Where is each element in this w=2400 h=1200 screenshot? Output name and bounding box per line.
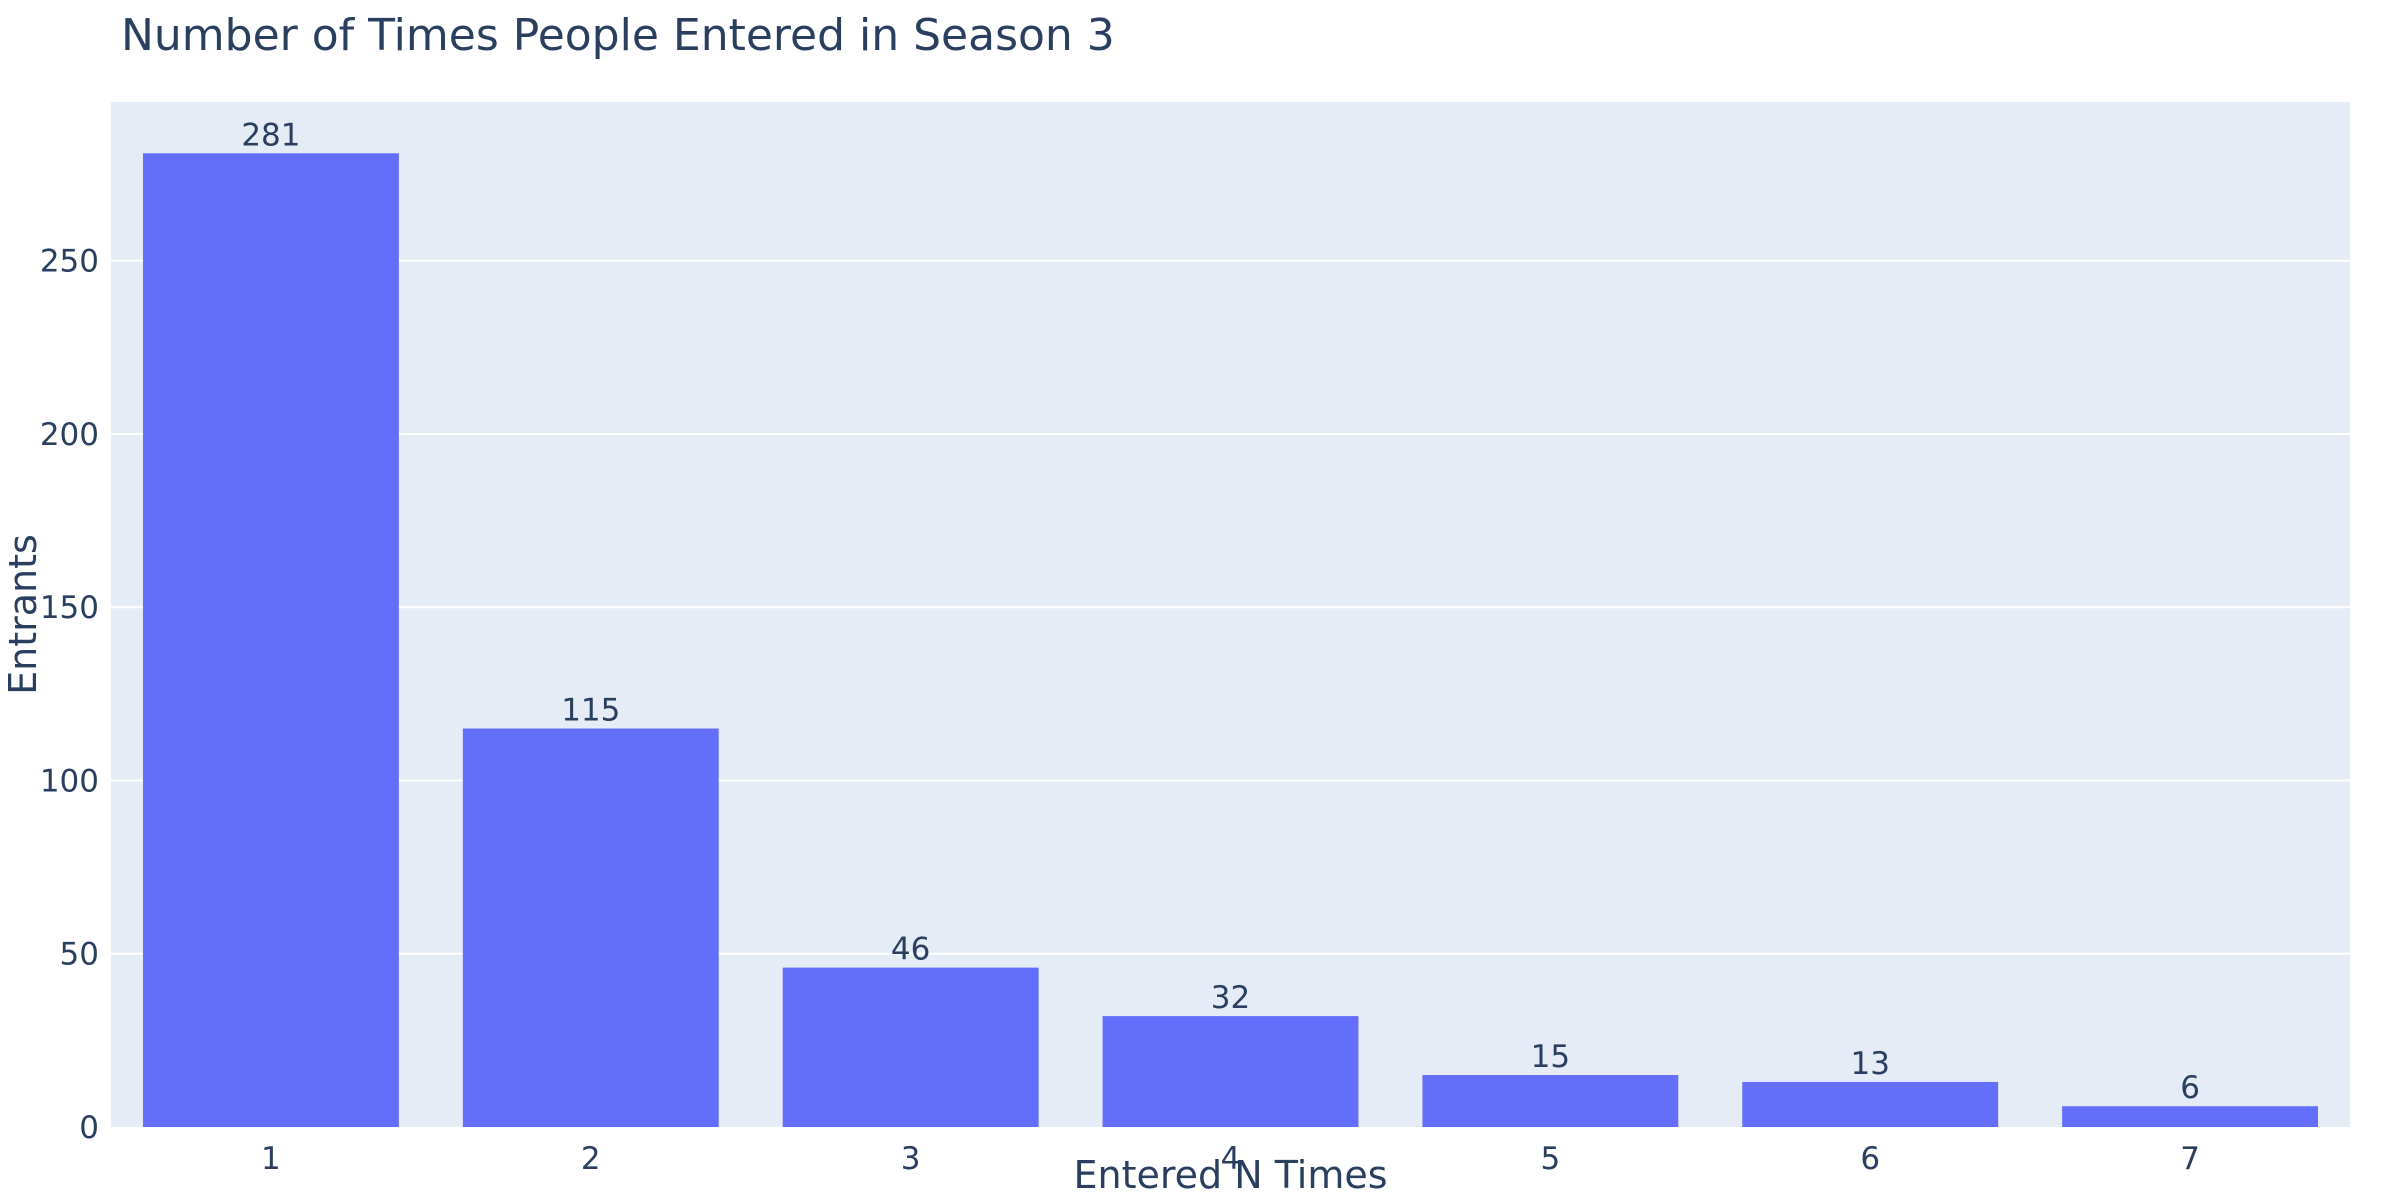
- data-labels: 281 115 46 32 15 13 6: [241, 117, 2200, 1106]
- bar: [782, 967, 1039, 1127]
- data-label: 281: [241, 117, 300, 153]
- y-axis-ticks: 0 50 100 150 200 250: [40, 244, 99, 1146]
- x-axis-title: Entered N Times: [1073, 1153, 1387, 1197]
- x-tick-label: 5: [1540, 1141, 1560, 1177]
- data-label: 13: [1850, 1046, 1889, 1082]
- data-label: 115: [561, 693, 620, 729]
- x-axis-ticks: 1 2 3 4 5 6 7: [261, 1141, 2200, 1177]
- bars: [142, 153, 2319, 1127]
- data-label: 46: [891, 932, 930, 968]
- bar: [1742, 1081, 1999, 1127]
- x-tick-label: 6: [1860, 1141, 1880, 1177]
- y-tick-label: 100: [40, 763, 99, 799]
- data-label: 6: [2180, 1070, 2200, 1106]
- data-label: 15: [1531, 1039, 1570, 1075]
- y-tick-label: 0: [79, 1110, 99, 1146]
- x-tick-label: 2: [581, 1141, 601, 1177]
- data-label: 32: [1211, 980, 1250, 1016]
- bar: [1102, 1016, 1359, 1127]
- bar: [1422, 1075, 1679, 1127]
- x-tick-label: 3: [901, 1141, 921, 1177]
- chart-title: Number of Times People Entered in Season…: [121, 10, 1115, 61]
- x-tick-label: 7: [2180, 1141, 2200, 1177]
- y-tick-label: 250: [40, 244, 99, 280]
- y-tick-label: 150: [40, 590, 99, 626]
- bar: [462, 728, 719, 1127]
- bar: [2062, 1106, 2319, 1127]
- y-tick-label: 50: [60, 937, 99, 973]
- y-axis-title: Entrants: [1, 534, 45, 695]
- y-tick-label: 200: [40, 417, 99, 453]
- x-tick-label: 1: [261, 1141, 281, 1177]
- bar: [142, 153, 399, 1127]
- x-tick-label: 4: [1221, 1141, 1241, 1177]
- plot-area: [111, 102, 2350, 1127]
